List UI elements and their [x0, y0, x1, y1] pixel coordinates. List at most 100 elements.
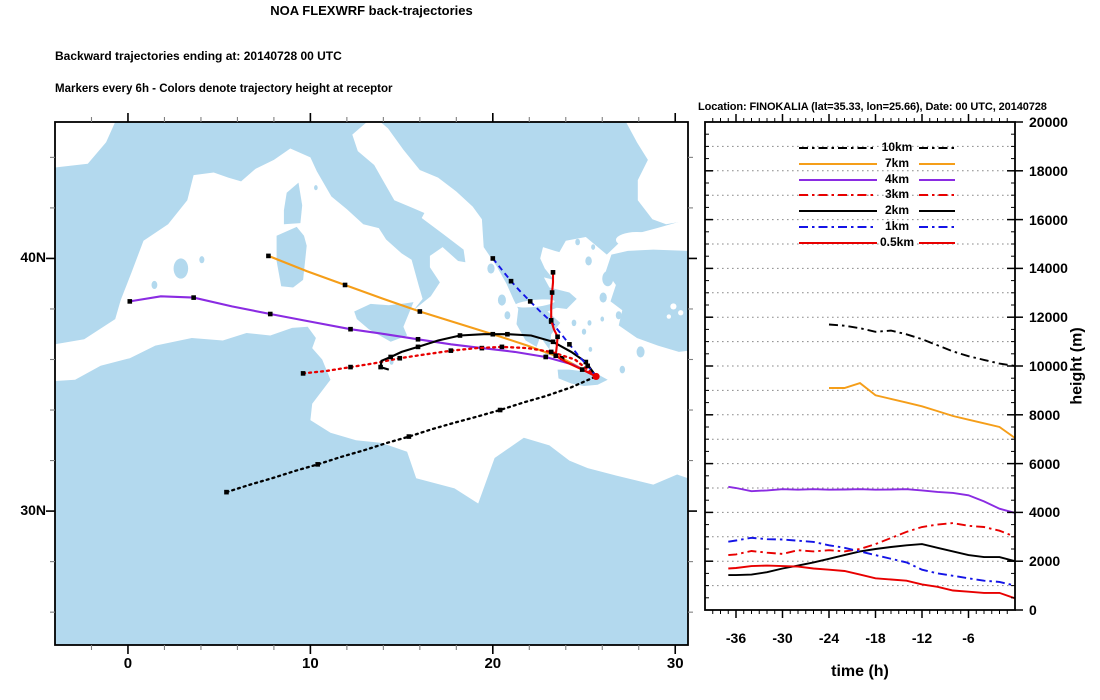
map-lat-tick-label: 40N	[20, 249, 46, 266]
trajectory-marker-6h	[490, 256, 496, 261]
island	[173, 258, 189, 279]
sea-of-marmara	[615, 231, 658, 248]
height-series-3km	[728, 522, 1016, 557]
trajectory-marker-6h	[499, 344, 505, 350]
legend-line-sample	[799, 147, 955, 149]
height-series-2km	[728, 543, 1016, 577]
height-tick-label: 18000	[1029, 162, 1068, 179]
figure-title: NOA FLEXWRF back-trajectories	[270, 3, 473, 18]
island	[636, 346, 645, 358]
map-frame	[54, 121, 689, 646]
trajectory-marker-6h	[342, 282, 348, 288]
trajectory-marker-6h	[549, 290, 555, 295]
legend-label: 0.5km	[879, 234, 915, 249]
trajectory-marker-6h	[415, 336, 421, 342]
island	[600, 316, 605, 322]
legend-label: 4km	[884, 171, 910, 186]
legend-label: 2km	[884, 203, 910, 218]
height-series-1km	[728, 536, 1016, 587]
legend-item-1km: 1km	[797, 219, 957, 235]
island	[571, 319, 577, 327]
lake	[678, 310, 684, 316]
map-lon-tick-label: 30	[666, 655, 684, 672]
landmass	[283, 182, 303, 225]
height-chart-legend: 10km 7km 4km 3km 2km 1km 0.5km	[797, 140, 957, 251]
legend-label: 7km	[884, 155, 910, 170]
legend-label: 3km	[884, 187, 910, 202]
trajectory-marker-6h	[457, 333, 463, 338]
island	[599, 292, 607, 303]
receptor-finokalia-dot	[592, 372, 600, 381]
island	[588, 346, 593, 352]
black-sea	[626, 122, 688, 225]
trajectory-marker-6h	[267, 311, 273, 317]
island	[575, 238, 581, 246]
time-tick-label: -6	[962, 630, 975, 646]
trajectory-marker-6h	[224, 489, 229, 495]
trajectory-marker-6h	[567, 342, 572, 347]
island	[504, 311, 511, 320]
legend-item-7km: 7km	[797, 156, 957, 172]
island	[587, 320, 592, 326]
height-time-panel	[704, 114, 1023, 618]
landmass	[55, 122, 466, 345]
time-tick-label: -30	[772, 630, 793, 646]
trajectory-marker-6h	[555, 334, 560, 340]
island	[151, 280, 158, 290]
map-lon-tick-label: 20	[484, 655, 502, 672]
legend-line-sample	[799, 210, 955, 213]
map-lat-tick-label: 30N	[20, 502, 46, 519]
legend-line-sample	[799, 178, 955, 181]
height-tick-label: 0	[1029, 602, 1037, 618]
height-series-7km	[829, 382, 1016, 439]
island	[591, 244, 596, 250]
time-tick-label: -24	[818, 630, 840, 646]
landmass	[354, 302, 414, 342]
height-chart-title: Location: FINOKALIA (lat=35.33, lon=25.6…	[698, 101, 1047, 113]
map-lon-tick-label: 10	[302, 655, 319, 672]
trajectory-marker-6h	[348, 326, 353, 332]
gulf-of-corinth	[514, 299, 555, 308]
landmass	[557, 369, 608, 386]
trajectory-marker-6h	[508, 278, 514, 284]
time-tick-label: -18	[865, 630, 886, 646]
trajectory-marker-6h	[553, 353, 559, 359]
island	[487, 263, 495, 274]
trajectory-7km	[268, 254, 597, 378]
legend-line-sample	[799, 194, 955, 197]
trajectory-marker-6h	[415, 344, 421, 350]
height-time-plot	[704, 114, 1023, 618]
trajectory-marker-6h	[397, 355, 403, 361]
trajectory-marker-6h	[550, 270, 556, 275]
legend-item-3km: 3km	[797, 187, 957, 203]
trajectory-marker-6h	[559, 355, 565, 361]
height-tick-label: 20000	[1029, 114, 1068, 130]
trajectory-marker-6h	[550, 339, 556, 345]
legend-label: 1km	[884, 218, 910, 233]
legend-item-4km: 4km	[797, 172, 957, 188]
trajectory-marker-6h	[448, 348, 454, 353]
trajectory-marker-6h	[579, 367, 585, 372]
trajectory-marker-6h	[388, 354, 393, 360]
island	[581, 328, 587, 335]
map-content	[55, 122, 688, 645]
height-tick-label: 16000	[1029, 211, 1068, 228]
lake	[670, 303, 677, 310]
height-series-0.5km	[728, 564, 1016, 600]
height-tick-label: 10000	[1029, 358, 1068, 374]
landmass	[55, 326, 688, 645]
lake	[666, 314, 672, 319]
trajectory-marker-6h	[406, 434, 412, 439]
height-series-4km	[728, 485, 1016, 514]
trajectory-marker-6h	[497, 407, 503, 413]
island	[615, 311, 622, 320]
landmass	[605, 249, 688, 352]
height-tick-label: 2000	[1029, 553, 1061, 570]
map-trajectory-panel	[46, 113, 697, 654]
trajectory-marker-6h	[191, 295, 196, 300]
trajectory-marker-6h	[543, 354, 549, 360]
trajectory-marker-6h	[583, 359, 589, 365]
height-tick-label: 6000	[1029, 455, 1061, 472]
legend-line-sample	[799, 162, 955, 165]
